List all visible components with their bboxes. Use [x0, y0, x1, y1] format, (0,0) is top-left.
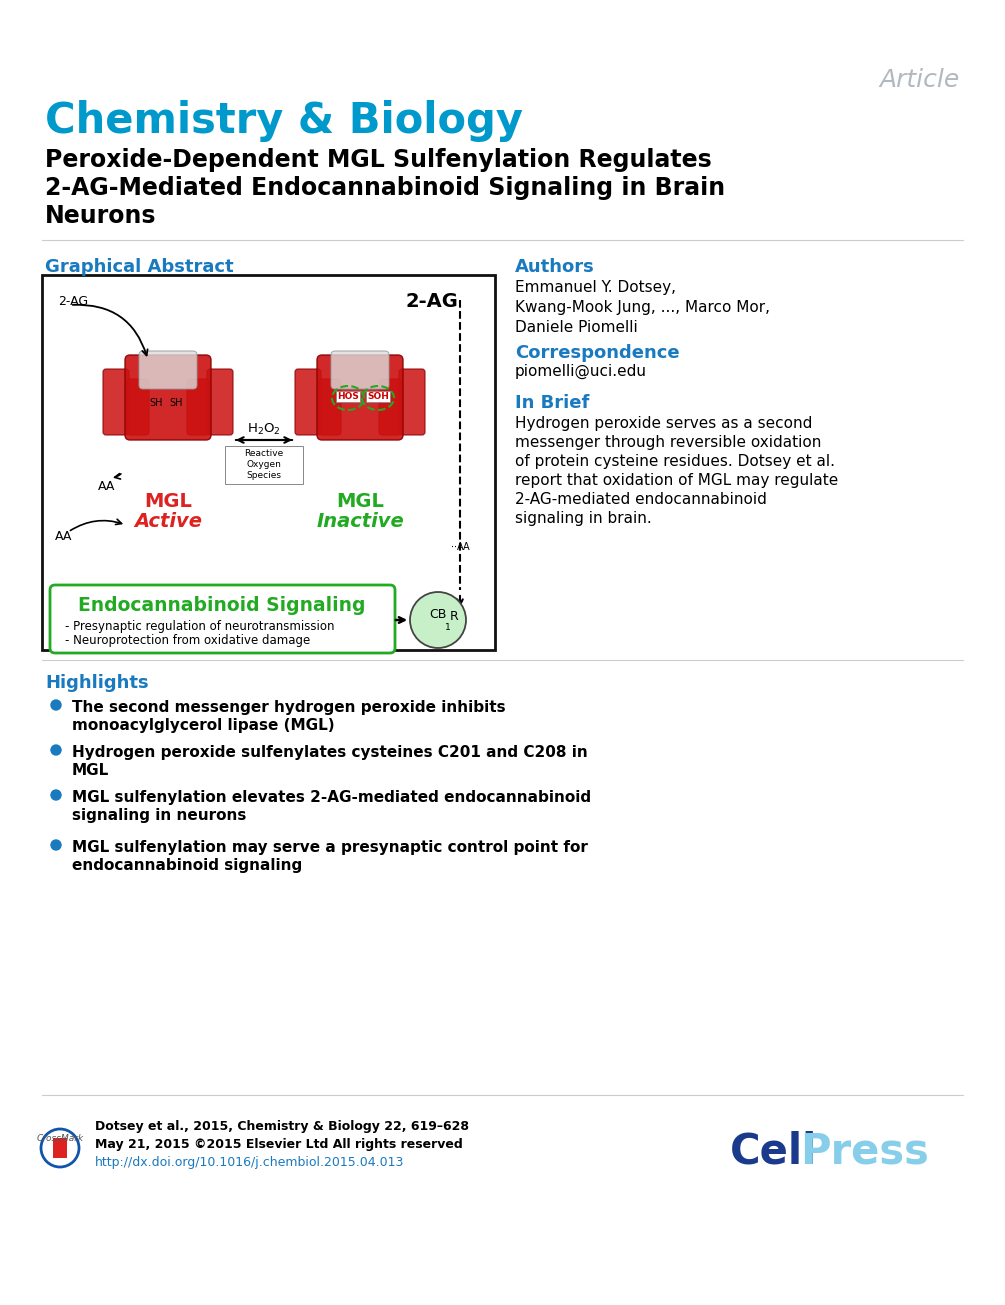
FancyBboxPatch shape — [103, 369, 129, 435]
Text: report that oxidation of MGL may regulate: report that oxidation of MGL may regulat… — [515, 472, 838, 488]
FancyBboxPatch shape — [319, 378, 341, 435]
Text: Hydrogen peroxide serves as a second: Hydrogen peroxide serves as a second — [515, 416, 812, 431]
FancyBboxPatch shape — [125, 355, 211, 440]
Text: Article: Article — [879, 68, 960, 91]
Text: 2-AG-mediated endocannabinoid: 2-AG-mediated endocannabinoid — [515, 492, 767, 508]
Text: messenger through reversible oxidation: messenger through reversible oxidation — [515, 435, 821, 450]
Text: HOS: HOS — [337, 392, 359, 401]
Text: Graphical Abstract: Graphical Abstract — [45, 258, 233, 275]
Text: SH: SH — [169, 398, 183, 408]
Text: Cell: Cell — [730, 1130, 817, 1172]
Text: Neurons: Neurons — [45, 204, 157, 228]
Text: - Neuroprotection from oxidative damage: - Neuroprotection from oxidative damage — [65, 634, 311, 647]
Text: MGL: MGL — [144, 492, 192, 512]
Text: 1: 1 — [445, 622, 451, 632]
Text: In Brief: In Brief — [515, 394, 589, 412]
Text: piomelli@uci.edu: piomelli@uci.edu — [515, 364, 647, 380]
Text: Authors: Authors — [515, 258, 595, 275]
FancyBboxPatch shape — [295, 369, 321, 435]
Text: The second messenger hydrogen peroxide inhibits: The second messenger hydrogen peroxide i… — [72, 699, 506, 715]
Text: R: R — [450, 611, 458, 624]
Text: MGL sulfenylation elevates 2-AG-mediated endocannabinoid: MGL sulfenylation elevates 2-AG-mediated… — [72, 790, 591, 805]
Text: monoacylglycerol lipase (MGL): monoacylglycerol lipase (MGL) — [72, 718, 335, 733]
Text: CrossMark: CrossMark — [36, 1134, 83, 1143]
Text: Inactive: Inactive — [317, 512, 404, 531]
Text: Hydrogen peroxide sulfenylates cysteines C201 and C208 in: Hydrogen peroxide sulfenylates cysteines… — [72, 745, 588, 760]
Text: MGL sulfenylation may serve a presynaptic control point for: MGL sulfenylation may serve a presynapti… — [72, 840, 588, 855]
Text: CB: CB — [429, 608, 446, 621]
FancyBboxPatch shape — [139, 351, 197, 389]
Text: http://dx.doi.org/10.1016/j.chembiol.2015.04.013: http://dx.doi.org/10.1016/j.chembiol.201… — [95, 1156, 404, 1169]
FancyBboxPatch shape — [331, 351, 389, 389]
Text: AA: AA — [98, 480, 116, 493]
Circle shape — [51, 745, 61, 756]
Circle shape — [51, 790, 61, 800]
Text: Kwang-Mook Jung, ..., Marco Mor,: Kwang-Mook Jung, ..., Marco Mor, — [515, 300, 770, 315]
Circle shape — [51, 699, 61, 710]
Text: Daniele Piomelli: Daniele Piomelli — [515, 320, 638, 335]
FancyBboxPatch shape — [50, 585, 395, 652]
FancyBboxPatch shape — [207, 369, 233, 435]
Text: - Presynaptic regulation of neurotransmission: - Presynaptic regulation of neurotransmi… — [65, 620, 335, 633]
FancyBboxPatch shape — [225, 446, 303, 484]
Text: 2-AG: 2-AG — [58, 295, 88, 308]
Circle shape — [51, 840, 61, 850]
FancyBboxPatch shape — [187, 378, 209, 435]
Text: Emmanuel Y. Dotsey,: Emmanuel Y. Dotsey, — [515, 281, 676, 295]
Text: endocannabinoid signaling: endocannabinoid signaling — [72, 857, 303, 873]
Text: MGL: MGL — [72, 763, 110, 778]
Text: May 21, 2015 ©2015 Elsevier Ltd All rights reserved: May 21, 2015 ©2015 Elsevier Ltd All righ… — [95, 1138, 462, 1151]
Ellipse shape — [41, 1129, 79, 1167]
Text: $\cdot$$\cdot$AA: $\cdot$$\cdot$AA — [450, 540, 471, 552]
FancyBboxPatch shape — [399, 369, 425, 435]
Text: H$_2$O$_2$: H$_2$O$_2$ — [247, 422, 280, 437]
Bar — [42, 275, 495, 650]
Text: Press: Press — [800, 1130, 929, 1172]
Text: signaling in neurons: signaling in neurons — [72, 808, 246, 823]
Text: Peroxide-Dependent MGL Sulfenylation Regulates: Peroxide-Dependent MGL Sulfenylation Reg… — [45, 147, 712, 172]
Text: AA: AA — [55, 530, 72, 543]
Text: Active: Active — [134, 512, 202, 531]
Circle shape — [410, 592, 466, 649]
Text: of protein cysteine residues. Dotsey et al.: of protein cysteine residues. Dotsey et … — [515, 454, 835, 468]
Text: Highlights: Highlights — [45, 673, 149, 692]
FancyBboxPatch shape — [379, 378, 401, 435]
Text: Endocannabinoid Signaling: Endocannabinoid Signaling — [78, 596, 366, 615]
Text: Correspondence: Correspondence — [515, 345, 679, 361]
Text: MGL: MGL — [336, 492, 384, 512]
Text: Reactive
Oxygen
Species: Reactive Oxygen Species — [244, 449, 283, 480]
Text: signaling in brain.: signaling in brain. — [515, 512, 652, 526]
Text: SH: SH — [150, 398, 163, 408]
Text: Dotsey et al., 2015, Chemistry & Biology 22, 619–628: Dotsey et al., 2015, Chemistry & Biology… — [95, 1120, 469, 1133]
FancyBboxPatch shape — [317, 355, 403, 440]
Text: SOH: SOH — [367, 392, 389, 401]
FancyBboxPatch shape — [127, 378, 149, 435]
FancyBboxPatch shape — [53, 1138, 67, 1158]
Text: 2-AG-Mediated Endocannabinoid Signaling in Brain: 2-AG-Mediated Endocannabinoid Signaling … — [45, 176, 726, 200]
Text: 2-AG: 2-AG — [405, 292, 458, 311]
Text: Chemistry & Biology: Chemistry & Biology — [45, 100, 523, 142]
